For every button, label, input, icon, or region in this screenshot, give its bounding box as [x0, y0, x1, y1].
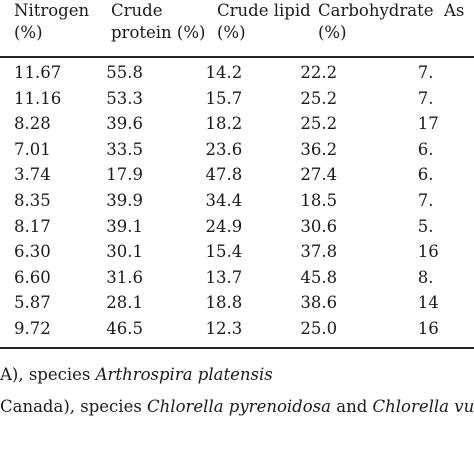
table-cell: 24.9: [205, 216, 243, 236]
table-cell: 15.4: [205, 242, 243, 262]
table-cell: 15.7: [205, 88, 243, 108]
table-cell: 46.5: [106, 318, 143, 338]
table-cell: 45.8: [300, 267, 338, 287]
table-cell: 7.: [417, 190, 434, 210]
table-cell: 12.3: [205, 318, 243, 338]
table-cell: 38.6: [300, 293, 338, 313]
header-line: (%): [217, 23, 246, 42]
table-cell: 25.2: [300, 114, 338, 134]
table-cell: 18.8: [205, 293, 243, 313]
table-cell: 13.7: [205, 267, 243, 287]
table-cell: 6.: [417, 139, 434, 159]
table-cell: 31.6: [106, 267, 143, 287]
table-cell: 37.8: [300, 242, 338, 262]
table-cell: 18.2: [205, 114, 243, 134]
table-cell: 23.6: [205, 139, 243, 159]
table-cell: 30.6: [300, 216, 338, 236]
header-rule: [0, 56, 474, 58]
table-cell: 5.87: [14, 293, 51, 313]
table-cell: 8.35: [14, 190, 51, 210]
table-cell: 36.2: [300, 139, 338, 159]
table-cell: 7.: [417, 88, 434, 108]
data-table: 11.67 55.8 14.2 22.2 7. 11.16 53.3 15.7 25.2 7. 8.…: [0, 60, 474, 342]
table-cell: 8.17: [14, 216, 51, 236]
table-row: 7.01 33.5 23.6 36.2 6.: [0, 137, 474, 163]
footnote-1: A), species Arthrospira platensis: [0, 365, 273, 384]
table-cell: 17: [417, 114, 439, 134]
table-row: 3.74 17.9 47.8 27.4 6.: [0, 162, 474, 188]
footnote-text: A), species: [0, 365, 96, 384]
table-cell: 39.1: [106, 216, 143, 236]
table-row: 11.67 55.8 14.2 22.2 7.: [0, 60, 474, 86]
table-row: 9.72 46.5 12.3 25.0 16: [0, 316, 474, 342]
table-cell: 27.4: [300, 165, 338, 185]
table-cell: 39.9: [106, 190, 143, 210]
header-nitrogen: Nitrogen (%): [14, 0, 89, 44]
table-row: 8.35 39.9 34.4 18.5 7.: [0, 188, 474, 214]
table-cell: 28.1: [106, 293, 143, 313]
table-cell: 3.74: [14, 165, 51, 185]
header-carbohydrate: Carbohydrate (%): [318, 0, 433, 44]
table-cell: 33.5: [106, 139, 143, 159]
table-cell: 11.16: [14, 88, 62, 108]
table-row: 8.28 39.6 18.2 25.2 17: [0, 111, 474, 137]
header-ash: As: [444, 0, 464, 22]
table-cell: 5.: [417, 216, 434, 236]
bottom-rule: [0, 347, 474, 349]
table-row: 6.30 30.1 15.4 37.8 16: [0, 239, 474, 265]
header-line: Crude lipid: [217, 1, 311, 20]
header-line: (%): [318, 23, 347, 42]
table-cell: 22.2: [300, 63, 338, 82]
table-row: 6.60 31.6 13.7 45.8 8.: [0, 265, 474, 291]
table-cell: 18.5: [300, 190, 338, 210]
header-line: As: [444, 1, 465, 20]
table-cell: 11.67: [14, 63, 62, 82]
table-cell: 6.30: [14, 242, 51, 262]
table-cell: 7.: [417, 63, 434, 82]
table-cell: 16: [417, 318, 439, 338]
species-name: Chlorella vulga: [372, 397, 474, 416]
table-cell: 34.4: [205, 190, 243, 210]
footnote-2: Canada), species Chlorella pyrenoidosa a…: [0, 397, 474, 416]
table-cell: 30.1: [106, 242, 143, 262]
table-cell: 9.72: [14, 318, 51, 338]
species-name: Chlorella pyrenoidosa: [147, 397, 331, 416]
table-cell: 47.8: [205, 165, 243, 185]
table-body: 11.67 55.8 14.2 22.2 7. 11.16 53.3 15.7 25.2 7. 8.…: [0, 60, 474, 342]
table-cell: 55.8: [106, 63, 143, 82]
table-cell: 8.28: [14, 114, 51, 134]
table-cell: 39.6: [106, 114, 143, 134]
header-line: (%): [14, 23, 43, 42]
table-cell: 7.01: [14, 139, 51, 159]
table-cell: 25.0: [300, 318, 338, 338]
table-row: 11.16 53.3 15.7 25.2 7.: [0, 86, 474, 112]
table-cell: 14: [417, 293, 439, 313]
header-line: Nitrogen: [14, 1, 90, 20]
table-cell: 14.2: [205, 63, 243, 82]
table-cell: 53.3: [106, 88, 143, 108]
table-cell: 25.2: [300, 88, 338, 108]
table-cell: 6.60: [14, 267, 51, 287]
header-line: Crude: [111, 1, 163, 20]
table-cell: 8.: [417, 267, 434, 287]
species-name: Arthrospira platensis: [95, 365, 273, 384]
footnote-text: Canada), species: [0, 397, 148, 416]
header-crude-protein: Crude protein (%): [111, 0, 205, 44]
footnote-text: and: [330, 397, 373, 416]
table-cell: 17.9: [106, 165, 143, 185]
table-cell: 6.: [417, 165, 434, 185]
table-row: 5.87 28.1 18.8 38.6 14: [0, 290, 474, 316]
header-crude-lipid: Crude lipid (%): [217, 0, 311, 44]
table-cell: 16: [417, 242, 439, 262]
table-row: 8.17 39.1 24.9 30.6 5.: [0, 214, 474, 240]
header-line: Carbohydrate: [318, 1, 434, 20]
header-line: protein (%): [111, 23, 206, 42]
